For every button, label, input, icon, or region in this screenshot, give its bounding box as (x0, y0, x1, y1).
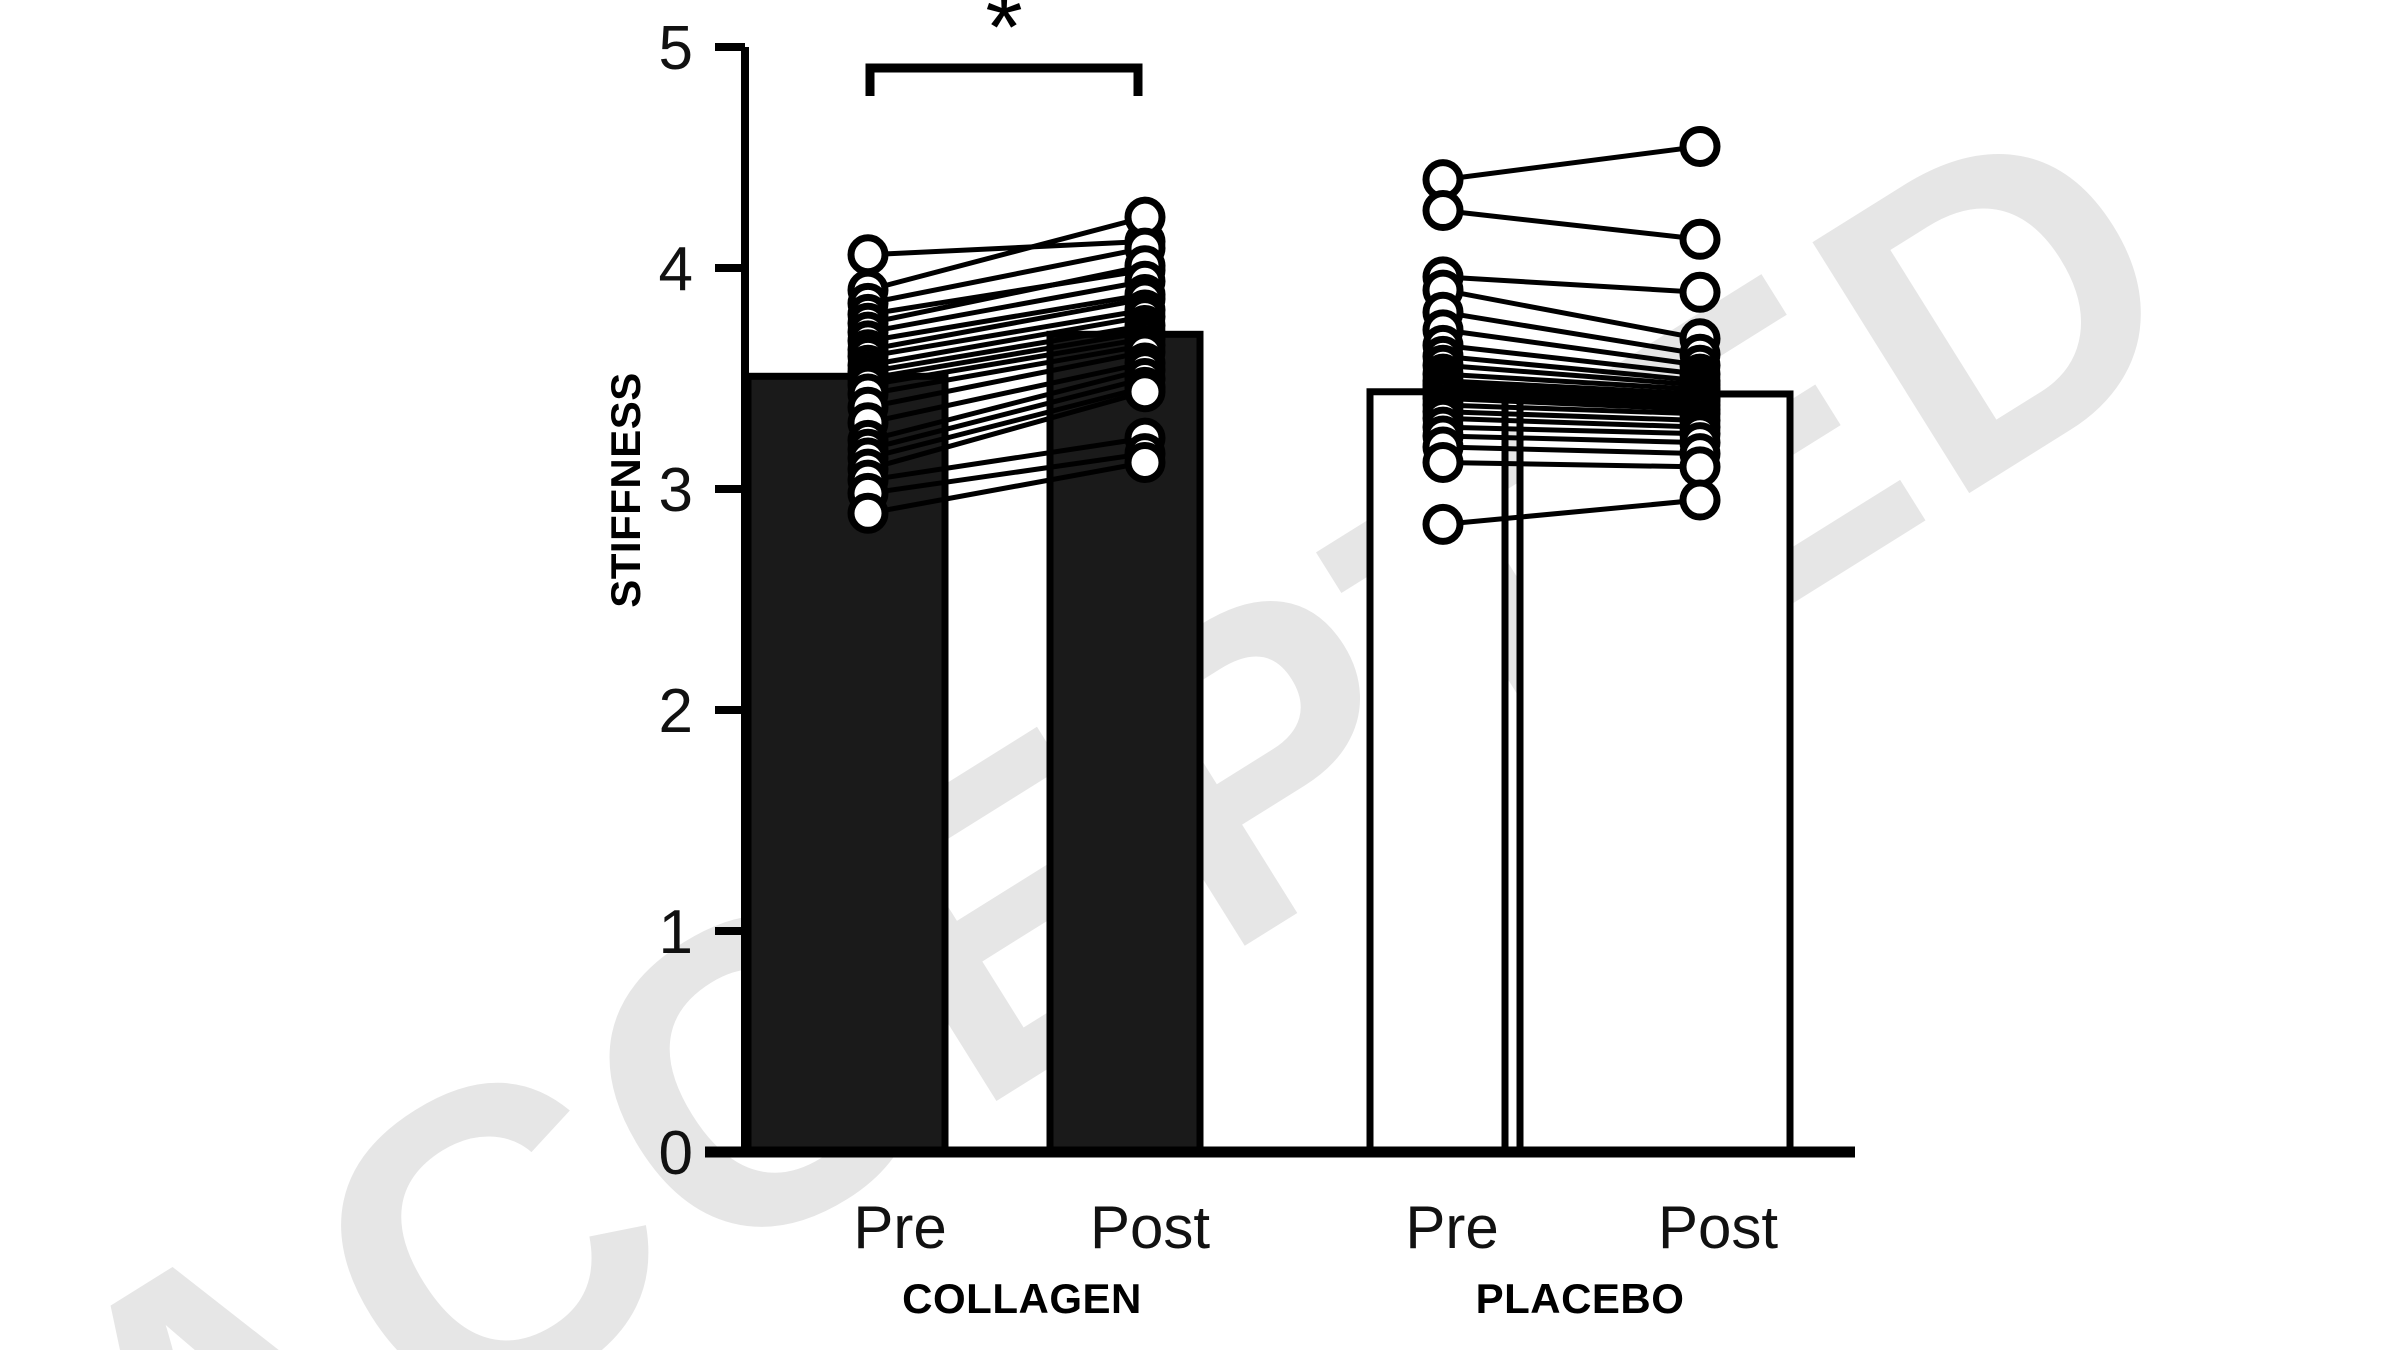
axis-layer (705, 43, 1855, 1158)
pair-line (1442, 309, 1701, 357)
data-point-post (1679, 479, 1721, 521)
pair-line (1442, 497, 1701, 527)
pair-line (1442, 353, 1701, 384)
data-point-pre (1422, 190, 1464, 232)
data-point-pre (847, 234, 889, 276)
pair-line (867, 384, 1146, 461)
pair-line (867, 238, 1146, 258)
pair-line (1442, 415, 1701, 430)
axis-labels-layer: 0 1 2 3 4 5 STIFFNESS Pre Post Pre Post COLLAGEN PLA… (602, 14, 1778, 1322)
y-tick-label: 3 (659, 456, 693, 525)
data-point-pre (1422, 503, 1464, 545)
pair-line (1442, 387, 1701, 404)
pair-line (1442, 274, 1701, 295)
pair-line (867, 329, 1146, 381)
data-point-pre (847, 492, 889, 534)
y-tick-label: 5 (659, 14, 693, 83)
pair-line (867, 296, 1146, 353)
pair-line (867, 451, 1146, 496)
group-label-collagen: COLLAGEN (902, 1275, 1142, 1322)
pair-line (867, 389, 1146, 472)
pair-line (867, 460, 1146, 516)
data-point-post (1679, 218, 1721, 260)
pair-line (867, 307, 1146, 359)
pair-line (1442, 287, 1701, 342)
group-label-placebo: PLACEBO (1476, 1275, 1685, 1322)
y-tick-label: 4 (659, 235, 693, 304)
significance-asterisk: * (985, 0, 1022, 81)
data-point-post (1679, 446, 1721, 488)
pair-line (1442, 444, 1701, 457)
y-tick-label: 1 (659, 898, 693, 967)
x-tick-label-pre-placebo: Pre (1405, 1194, 1498, 1261)
pair-line (1442, 382, 1701, 401)
pair-line (1442, 424, 1701, 437)
y-tick-label: 0 (659, 1119, 693, 1188)
data-point-post (1679, 125, 1721, 167)
pair-line (867, 336, 1146, 388)
bar-placebo-post (1516, 390, 1794, 1156)
pair-line (867, 245, 1146, 306)
pair-line (867, 376, 1146, 452)
x-tick-label-post-collagen: Post (1090, 1194, 1210, 1261)
pair-line (867, 263, 1146, 326)
data-point-post (1679, 271, 1721, 313)
significance-layer: * (865, 0, 1143, 96)
pair-line (1442, 395, 1701, 412)
paired-series-placebo (1422, 125, 1721, 545)
x-tick-label-pre-collagen: Pre (853, 1194, 946, 1261)
pair-line (867, 322, 1146, 375)
pair-line (1442, 362, 1701, 388)
pair-line (1442, 459, 1701, 470)
data-point-pre (1422, 441, 1464, 483)
pair-line (1442, 371, 1701, 393)
data-point-post (1124, 371, 1166, 413)
pair-line (1442, 208, 1701, 242)
pair-line (867, 278, 1146, 335)
pair-line (867, 349, 1146, 410)
y-axis-title: STIFFNESS (602, 372, 649, 608)
pair-line (1442, 143, 1701, 183)
pair-line (867, 314, 1146, 368)
paired-lines-layer (847, 125, 1721, 545)
pair-line (867, 342, 1146, 397)
pair-line (867, 292, 1146, 344)
pair-line (1442, 327, 1701, 368)
paired-series-collagen (847, 196, 1166, 534)
pair-line (867, 435, 1146, 483)
pair-line (867, 367, 1146, 443)
x-tick-label-post-placebo: Post (1658, 1194, 1778, 1261)
pair-line (1442, 409, 1701, 423)
pair-line (1442, 378, 1701, 397)
pair-line (867, 360, 1146, 426)
bar-collagen-pre (744, 372, 949, 1156)
pair-line (1442, 391, 1701, 408)
y-tick-label: 2 (659, 677, 693, 746)
significance-bracket (865, 63, 1143, 96)
pair-line (1442, 342, 1701, 377)
pair-line (1442, 433, 1701, 446)
pair-line (1442, 402, 1701, 417)
data-point-post (1124, 441, 1166, 483)
pair-line (867, 214, 1146, 293)
